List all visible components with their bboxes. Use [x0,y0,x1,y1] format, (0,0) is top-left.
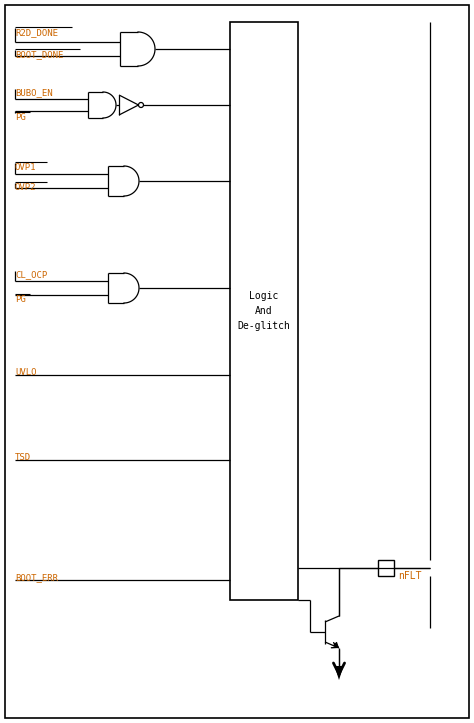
Text: UVLO: UVLO [15,368,36,377]
Text: BUBO_EN: BUBO_EN [15,88,53,97]
Bar [378,560,394,576]
Text: BOOT_ERR: BOOT_ERR [15,573,58,582]
Text: CL_OCP: CL_OCP [15,270,47,279]
Text: PG: PG [15,113,26,122]
Text: TSD: TSD [15,453,31,462]
Text: nFLT: nFLT [398,571,421,581]
Polygon shape [335,666,344,680]
Text: Logic
And
De-glitch: Logic And De-glitch [237,291,291,331]
Text: PG: PG [15,295,26,304]
Text: R2D_DONE: R2D_DONE [15,28,58,37]
Text: OVP2: OVP2 [15,183,36,192]
Bar [230,22,298,600]
Text: BOOT_DONE: BOOT_DONE [15,50,64,59]
Text: OVP1: OVP1 [15,163,36,172]
